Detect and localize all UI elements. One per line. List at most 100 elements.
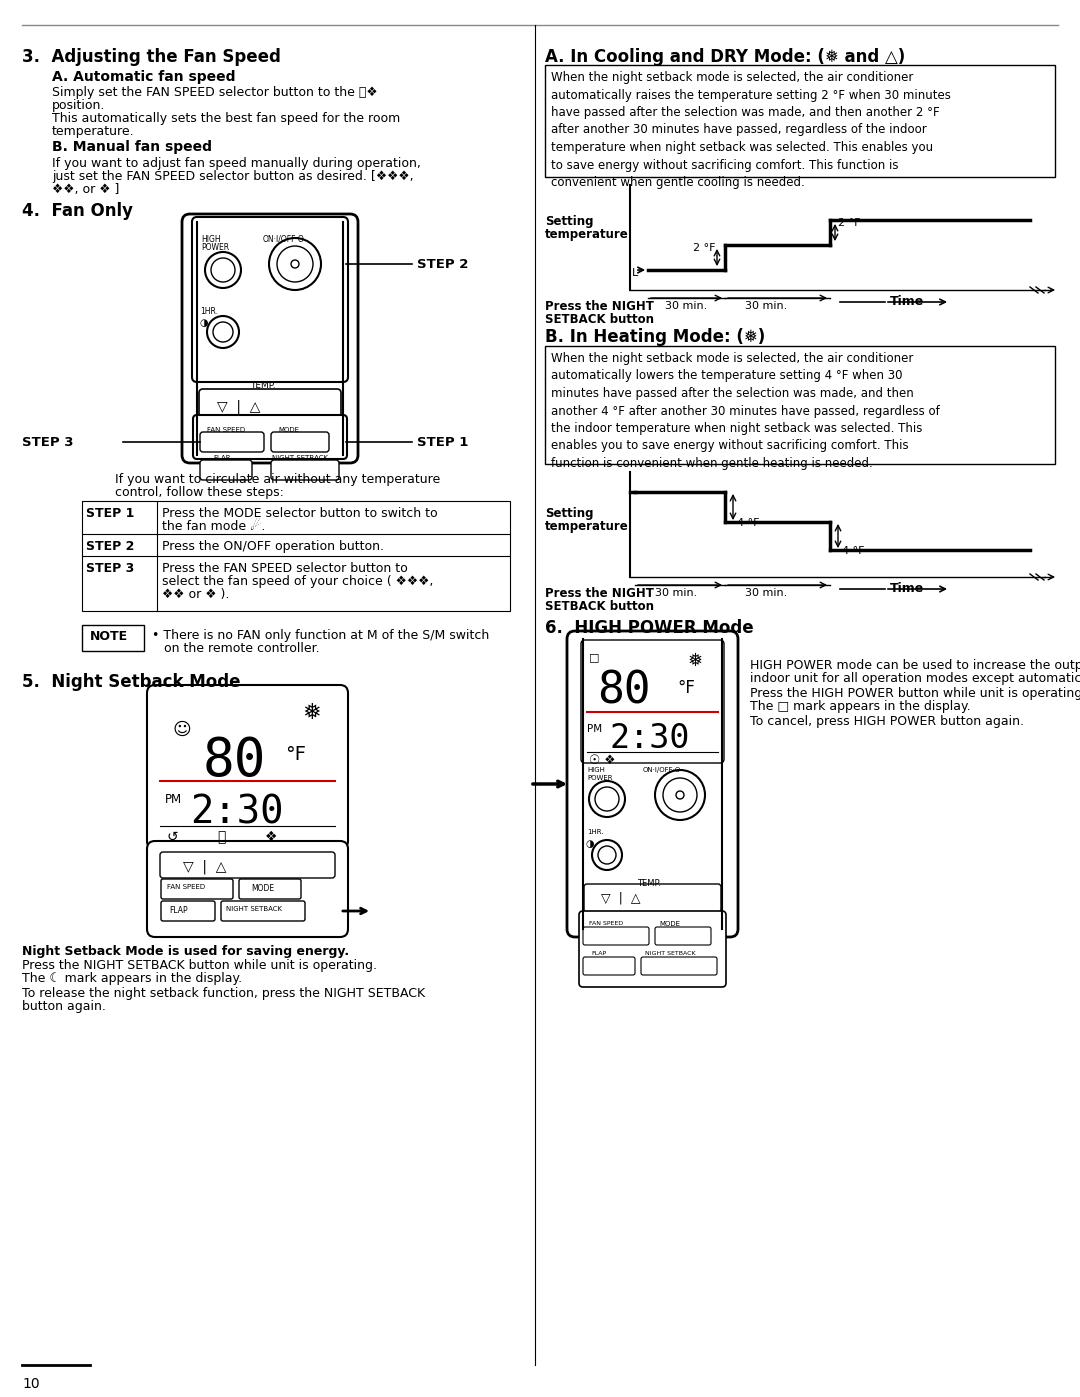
Text: FAN SPEED: FAN SPEED [207,427,245,433]
Text: POWER: POWER [201,243,229,251]
Text: ▽  |  △: ▽ | △ [183,859,227,873]
FancyBboxPatch shape [161,901,215,921]
Text: 2 °F: 2 °F [838,218,861,228]
Text: 80: 80 [203,735,267,787]
Text: To cancel, press HIGH POWER button again.: To cancel, press HIGH POWER button again… [750,715,1024,728]
Text: 2:30: 2:30 [610,722,690,754]
Text: temperature: temperature [545,228,629,242]
Text: ❖❖ or ❖ ).: ❖❖ or ❖ ). [162,588,229,601]
Text: When the night setback mode is selected, the air conditioner
automatically lower: When the night setback mode is selected,… [551,352,940,469]
Text: A. Automatic fan speed: A. Automatic fan speed [52,70,235,84]
FancyBboxPatch shape [584,884,721,912]
Text: SETBACK button: SETBACK button [545,599,654,613]
Text: ❅: ❅ [302,703,321,724]
Circle shape [207,316,239,348]
Text: Setting: Setting [545,507,594,520]
Text: 4 °F: 4 °F [842,546,864,556]
Text: 30 min.: 30 min. [745,300,787,312]
Text: 3.  Adjusting the Fan Speed: 3. Adjusting the Fan Speed [22,47,281,66]
Text: PM: PM [588,724,603,733]
Text: STEP 3: STEP 3 [86,562,134,576]
Text: FLAP: FLAP [591,951,606,956]
Text: NOTE: NOTE [90,630,129,643]
Text: FAN SPEED: FAN SPEED [167,884,205,890]
FancyBboxPatch shape [183,214,357,462]
Text: °F: °F [677,679,694,697]
Text: Press the MODE selector button to switch to: Press the MODE selector button to switch… [162,507,437,520]
Text: Press the FAN SPEED selector button to: Press the FAN SPEED selector button to [162,562,408,576]
Text: select the fan speed of your choice ( ❖❖❖,: select the fan speed of your choice ( ❖❖… [162,576,433,588]
Text: MODE: MODE [251,884,274,893]
Text: ☉ ❖: ☉ ❖ [589,754,616,767]
Circle shape [592,840,622,870]
Text: Press the HIGH POWER button while unit is operating.: Press the HIGH POWER button while unit i… [750,687,1080,700]
Circle shape [654,770,705,820]
FancyBboxPatch shape [579,911,726,988]
Text: B. Manual fan speed: B. Manual fan speed [52,140,212,154]
FancyBboxPatch shape [160,852,335,877]
Text: ▽  |  △: ▽ | △ [217,400,260,414]
Text: • There is no FAN only function at M of the S/M switch: • There is no FAN only function at M of … [152,629,489,643]
Text: If you want to adjust fan speed manually during operation,: If you want to adjust fan speed manually… [52,156,421,170]
Text: NIGHT SETBACK: NIGHT SETBACK [272,455,328,461]
Text: NIGHT SETBACK: NIGHT SETBACK [226,907,282,912]
Text: FLAP: FLAP [213,455,230,461]
Text: TEMP.: TEMP. [637,879,661,888]
Text: Time: Time [890,583,924,595]
Bar [82,624,144,651]
Circle shape [211,258,235,282]
Text: STEP 2: STEP 2 [417,258,469,271]
FancyBboxPatch shape [583,957,635,975]
Text: NIGHT SETBACK: NIGHT SETBACK [645,951,696,956]
Text: ▽  |  △: ▽ | △ [600,893,640,905]
Circle shape [205,251,241,288]
Text: HIGH: HIGH [201,235,220,244]
Text: 30 min.: 30 min. [654,588,698,598]
FancyBboxPatch shape [642,957,717,975]
FancyBboxPatch shape [221,901,305,921]
FancyBboxPatch shape [200,432,264,453]
Text: ❖: ❖ [265,830,278,844]
Text: ❖❖, or ❖ ]: ❖❖, or ❖ ] [52,183,120,196]
Text: 5.  Night Setback Mode: 5. Night Setback Mode [22,673,241,692]
FancyBboxPatch shape [654,928,711,944]
Text: button again.: button again. [22,1000,106,1013]
Text: If you want to circulate air without any temperature: If you want to circulate air without any… [114,474,441,486]
Text: Setting: Setting [545,215,594,228]
Circle shape [589,781,625,817]
Text: temperature.: temperature. [52,124,135,138]
FancyBboxPatch shape [199,388,341,420]
Text: the fan mode ☄.: the fan mode ☄. [162,520,266,534]
Text: 30 min.: 30 min. [745,588,787,598]
Bar [545,66,1055,177]
Text: 6.  HIGH POWER Mode: 6. HIGH POWER Mode [545,619,754,637]
FancyBboxPatch shape [271,432,329,453]
Text: L: L [632,268,638,278]
Text: HIGH: HIGH [588,767,605,773]
Bar [545,346,1055,464]
Bar [82,502,510,610]
Text: control, follow these steps:: control, follow these steps: [114,486,284,499]
Text: The □ mark appears in the display.: The □ mark appears in the display. [750,700,971,712]
Text: °F: °F [285,745,306,764]
FancyBboxPatch shape [271,460,339,481]
Text: ◑: ◑ [199,319,207,328]
FancyBboxPatch shape [147,685,348,849]
Text: STEP 1: STEP 1 [417,436,469,448]
Text: ON·I/OFF·O: ON·I/OFF·O [264,235,305,243]
Text: When the night setback mode is selected, the air conditioner
automatically raise: When the night setback mode is selected,… [551,71,950,189]
FancyBboxPatch shape [567,631,738,937]
Text: 80: 80 [597,669,650,712]
Text: Press the NIGHT: Press the NIGHT [545,587,653,599]
Text: This automatically sets the best fan speed for the room: This automatically sets the best fan spe… [52,112,401,124]
Text: 1HR.: 1HR. [588,828,604,835]
Text: on the remote controller.: on the remote controller. [152,643,320,655]
Text: ↺: ↺ [167,830,178,844]
Circle shape [213,321,233,342]
Text: SETBACK button: SETBACK button [545,313,654,326]
Text: MODE: MODE [278,427,299,433]
FancyBboxPatch shape [192,217,348,381]
Text: POWER: POWER [588,775,612,781]
FancyBboxPatch shape [200,460,252,481]
Text: Press the NIGHT SETBACK button while unit is operating.: Press the NIGHT SETBACK button while uni… [22,958,377,972]
